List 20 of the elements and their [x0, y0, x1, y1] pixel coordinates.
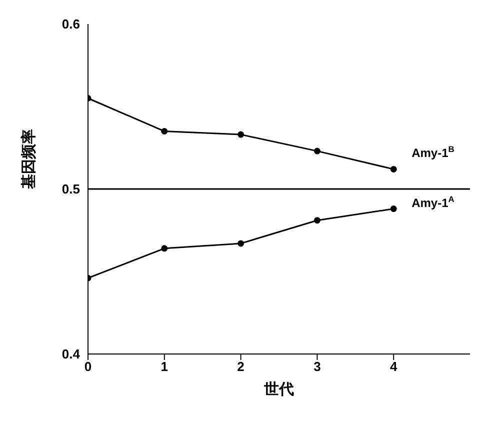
point: [161, 245, 168, 252]
series-label: Amy-1$^{B}$: [412, 144, 454, 160]
y-tick-label: 0.5: [62, 182, 80, 197]
y-axis-title: 基因频率: [19, 129, 38, 190]
series-label: Amy-1$^{A}$: [412, 194, 454, 210]
point: [314, 217, 320, 224]
y-tick-label: 0.4: [62, 346, 81, 362]
point: [161, 128, 168, 134]
x-axis-title: 世代: [263, 381, 294, 398]
point: [314, 148, 320, 154]
x-tick-label: 3: [314, 359, 321, 374]
x-tick-label: 4: [390, 359, 398, 374]
x-tick-label: 2: [237, 359, 244, 374]
point: [390, 206, 397, 212]
x-tick-label: 0: [84, 359, 92, 374]
point: [390, 166, 397, 172]
y-tick-label: 0.6: [62, 16, 80, 32]
x-tick-label: 1: [160, 359, 168, 374]
point: [238, 131, 244, 138]
point: [238, 240, 244, 247]
